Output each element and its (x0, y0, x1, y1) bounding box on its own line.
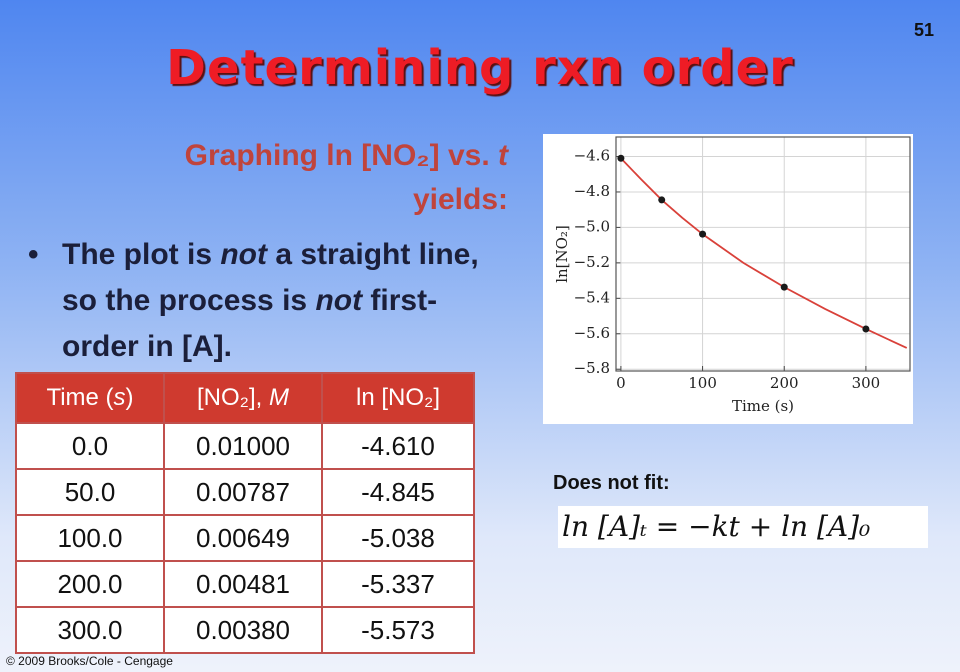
table-cell: 200.0 (15, 560, 165, 608)
table-cell: -5.337 (321, 560, 475, 608)
data-point (780, 283, 788, 291)
chart: −4.6 −4.8 −5.0 −5.2 −5.4 −5.6 −5.8 0 100 200 300 Ti… (553, 136, 911, 415)
table-row: 100.0 0.00649 -5.038 (15, 514, 475, 562)
slide-title: Determining rxn order (166, 40, 794, 96)
table-cell: -4.845 (321, 468, 475, 516)
y-tick-label: −5.6 (574, 324, 610, 342)
x-axis-label: Time (s) (732, 397, 794, 415)
data-point (699, 230, 707, 238)
table-cell: -4.610 (321, 422, 475, 470)
table-row: 0.0 0.01000 -4.610 (15, 422, 475, 470)
text-run: a straight line, so the process is (62, 238, 479, 317)
x-tick-label: 200 (770, 374, 799, 392)
bullet-text: The plot is not a straight line, so the … (62, 232, 502, 370)
x-tick-label: 0 (616, 374, 626, 392)
copyright: © 2009 Brooks/Cole - Cengage (6, 654, 173, 668)
x-tick-label: 100 (688, 374, 717, 392)
subtitle: Graphing ln [NO₂] vs. t yields: (90, 134, 508, 222)
italic-text: t (498, 139, 508, 172)
table-cell: 0.00481 (163, 560, 323, 608)
table-cell: -5.038 (321, 514, 475, 562)
text-run: Graphing ln [NO₂] vs. (184, 139, 498, 172)
italic-text: M (269, 384, 289, 411)
text-run: Time ( (46, 384, 114, 411)
italic-text: not (315, 284, 363, 317)
y-tick-label: −5.0 (574, 217, 610, 235)
text-run: ln [NO₂] (356, 384, 440, 411)
table-cell: 0.00787 (163, 468, 323, 516)
fit-label: Does not fit: (553, 472, 670, 494)
data-point (617, 154, 625, 162)
text-run: The plot is (62, 238, 221, 271)
data-point (658, 196, 666, 204)
y-axis-label: ln[NO₂] (553, 225, 571, 283)
table-cell: 0.00380 (163, 606, 323, 654)
y-tick-label: −4.6 (574, 147, 610, 165)
data-point (862, 325, 870, 333)
chart-panel: −4.6 −4.8 −5.0 −5.2 −5.4 −5.6 −5.8 0 100 200 300 Ti… (543, 134, 913, 424)
header-cell: Time (s) (15, 372, 165, 424)
page-number: 51 (913, 20, 934, 40)
bullet-marker: • (28, 238, 39, 271)
y-tick-label: −5.8 (574, 359, 610, 377)
text-run: ) (125, 384, 134, 411)
table-cell: 0.0 (15, 422, 165, 470)
text-run: first-order in [A]. (62, 284, 438, 363)
header-cell: ln [NO₂] (321, 372, 475, 424)
table-cell: 0.00649 (163, 514, 323, 562)
table-row: 200.0 0.00481 -5.337 (15, 560, 475, 608)
x-tick-label: 300 (852, 374, 881, 392)
y-tick-label: −5.4 (574, 288, 610, 306)
text-run: [NO₂], (197, 384, 269, 411)
table-cell: -5.573 (321, 606, 475, 654)
equation: ln [A]ₜ = −kt + ln [A]₀ (558, 506, 928, 548)
y-tick-label: −4.8 (574, 182, 610, 200)
y-tick-label: −5.2 (574, 253, 610, 271)
table-cell: 300.0 (15, 606, 165, 654)
plot-frame (615, 136, 911, 372)
fit-curve (620, 157, 908, 349)
italic-text: not (220, 238, 267, 271)
table-cell: 0.01000 (163, 422, 323, 470)
text-run: yields: (412, 183, 508, 216)
table-cell: 100.0 (15, 514, 165, 562)
italic-text: s (113, 384, 126, 411)
table-row: 50.0 0.00787 -4.845 (15, 468, 475, 516)
header-cell: [NO₂], M (163, 372, 323, 424)
table-row: 300.0 0.00380 -5.573 (15, 606, 475, 654)
table-cell: 50.0 (15, 468, 165, 516)
